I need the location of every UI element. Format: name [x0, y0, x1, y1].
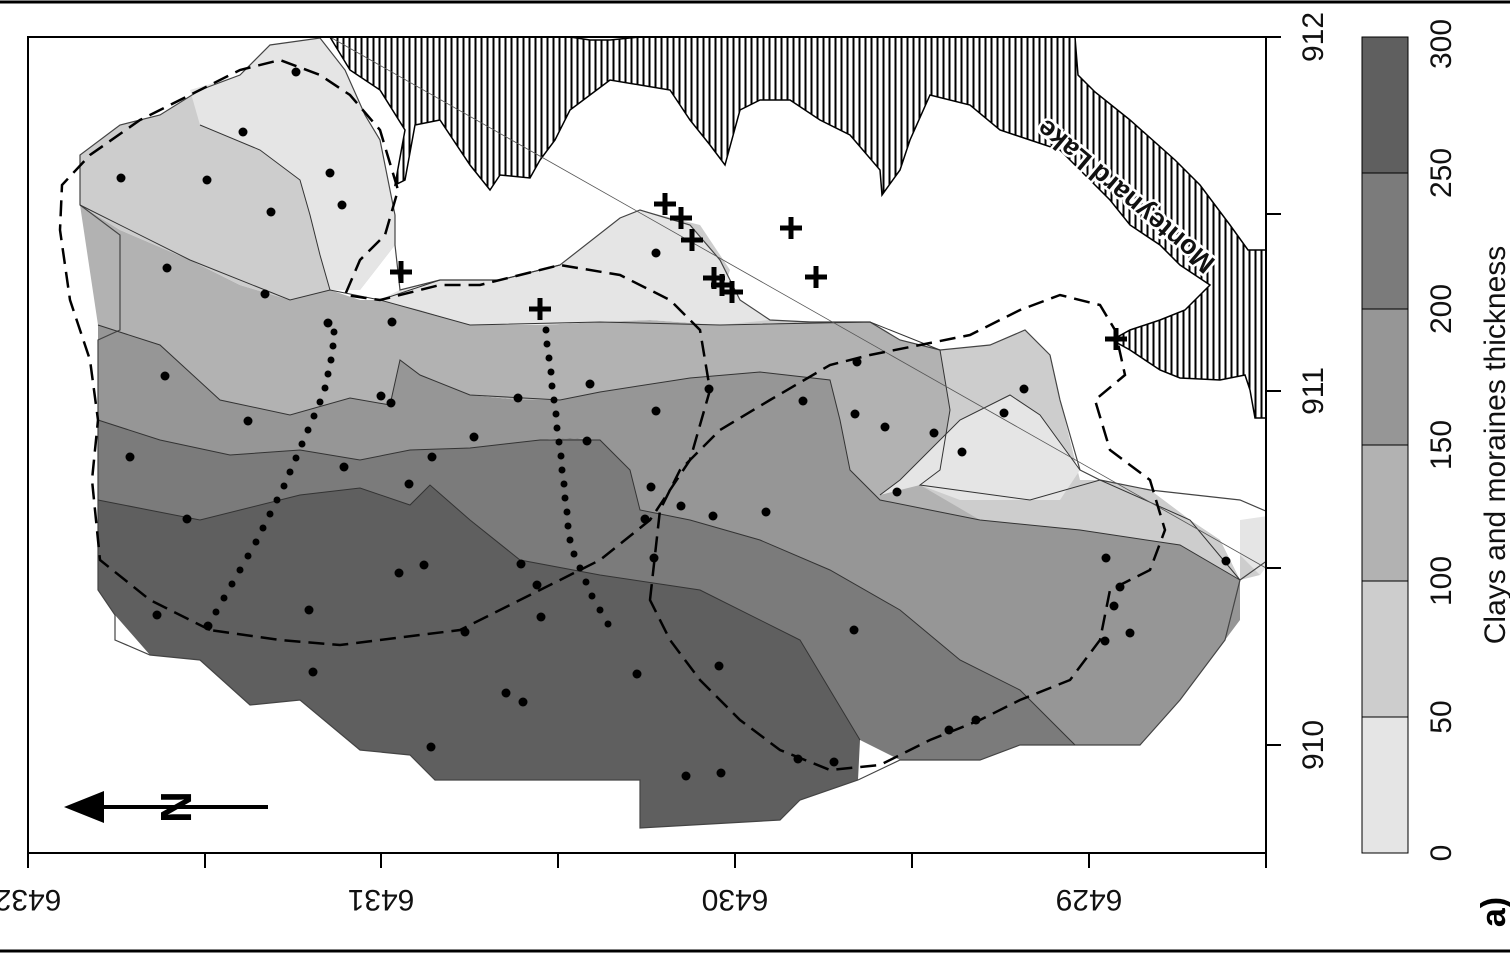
x-tick-label-3: 6429 [1056, 883, 1123, 916]
legend-tick-100: 100 [1425, 556, 1458, 606]
map-area: Monteynard Lake N [58, 37, 1266, 829]
x-tick-label-2: 6430 [702, 883, 769, 916]
zone-250-300 [98, 485, 860, 828]
legend-tick-250: 250 [1425, 148, 1458, 198]
legend-tick-200: 200 [1425, 284, 1458, 334]
legend-band-100-150 [1361, 444, 1409, 582]
zone-150-200 [98, 325, 1240, 745]
profile-dots [212, 326, 612, 628]
legend-band-250-300 [1361, 36, 1409, 174]
legend-tick-300: 300 [1425, 19, 1458, 69]
zone-200-250 [98, 420, 1075, 760]
legend-band-0-50 [1361, 716, 1409, 854]
x-tick-label-1: 6431 [348, 883, 415, 916]
north-label: N [151, 791, 200, 823]
panel-label: a) [1475, 897, 1510, 927]
legend-colorbar [1361, 36, 1409, 854]
dashed-outlines [58, 58, 1167, 772]
y-axis [1265, 36, 1281, 853]
north-arrow: N [64, 791, 268, 823]
y-tick-label-0: 912 [1297, 12, 1330, 62]
legend-band-150-200 [1361, 308, 1409, 446]
borehole-points [116, 67, 1231, 781]
legend-band-50-100 [1361, 580, 1409, 718]
y-tick-label-2: 910 [1297, 720, 1330, 770]
legend-tick-150: 150 [1425, 420, 1458, 470]
x-tick-label-0: 6432 [0, 883, 61, 916]
legend-tick-50: 50 [1425, 700, 1458, 733]
y-tick-label-1: 911 [1297, 367, 1330, 415]
zone-0-50 [190, 38, 1266, 575]
legend-tick-0: 0 [1425, 845, 1458, 862]
x-axis [27, 852, 1267, 868]
zone-100-150 [80, 205, 1240, 580]
legend-band-200-250 [1361, 172, 1409, 310]
legend-ticks: 0 50 100 150 200 250 300 [1425, 19, 1458, 861]
legend-title: Clays and moraines thickness [1479, 246, 1510, 645]
lake-hatch [329, 37, 1266, 419]
cross-markers [390, 193, 1127, 350]
survey-line [329, 37, 1266, 569]
